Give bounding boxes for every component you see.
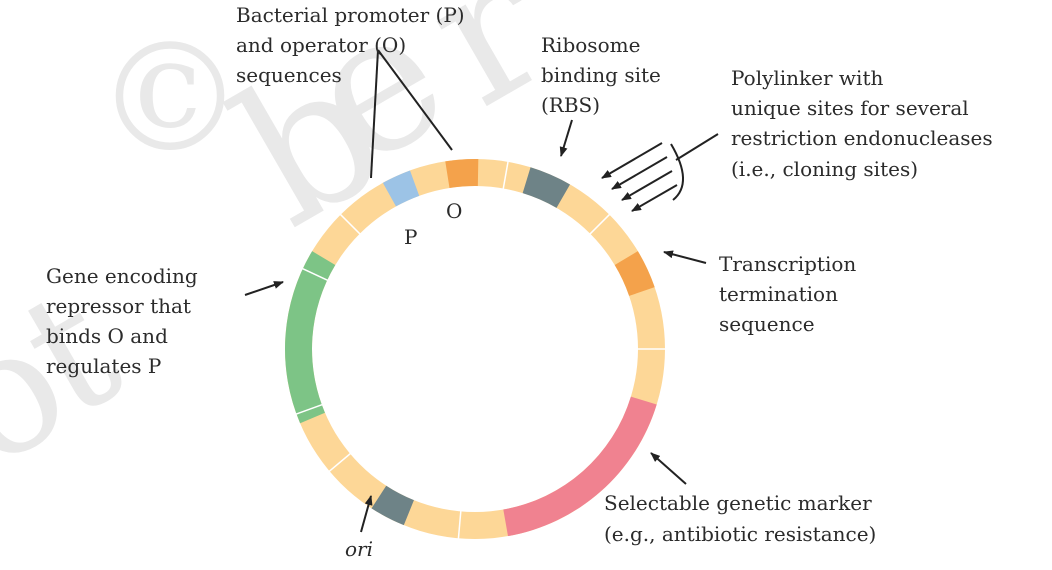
operator-segment — [445, 159, 479, 189]
polylinker-leader-line — [675, 133, 719, 161]
promoter-segment — [382, 170, 420, 207]
operator-leader-line — [377, 49, 453, 151]
p-short-label: P — [404, 225, 417, 249]
segment-separator — [328, 452, 352, 473]
rbs-label: Ribosome binding site (RBS) — [541, 33, 667, 117]
repressor-arrow — [244, 281, 284, 296]
ori-segment — [371, 485, 414, 526]
segment-separator — [502, 160, 509, 190]
polylinker-arrow — [631, 184, 678, 212]
ori-label: ori — [345, 537, 373, 561]
terminator-segment — [614, 251, 655, 296]
polylinker-arrow — [601, 142, 663, 179]
o-short-label: O — [446, 199, 462, 223]
watermark-letter: © — [95, 12, 245, 186]
polylinker-arrow — [611, 156, 668, 190]
repressor-gene-segment — [285, 251, 336, 424]
terminator-arrow — [663, 250, 707, 264]
segment-separator — [589, 213, 611, 235]
selectable-marker-segment — [503, 396, 657, 537]
leader-lines — [244, 49, 719, 533]
selectable-marker-label: Selectable genetic marker (e.g., antibio… — [604, 491, 878, 546]
rbs-segment — [522, 167, 570, 208]
segment-separator — [301, 267, 329, 282]
promoter-leader-line — [370, 49, 379, 179]
ori-arrow — [360, 495, 373, 533]
labels: Bacterial promoter (P) and operator (O) … — [46, 3, 999, 561]
promoter-operator-label: Bacterial promoter (P) and operator (O) … — [236, 3, 471, 87]
plasmid-ring — [285, 159, 666, 540]
segment-separator — [339, 213, 361, 235]
marker-arrow — [650, 452, 687, 485]
polylinker-label: Polylinker with unique sites for several… — [731, 66, 999, 181]
terminator-label: Transcription termination sequence — [719, 252, 863, 336]
segment-separator — [457, 510, 462, 540]
polylinker-bracket — [670, 143, 684, 201]
polylinker-arrow — [621, 170, 673, 201]
segment-separator — [295, 403, 324, 416]
repressor-gene-label: Gene encoding repressor that binds O and… — [46, 264, 204, 378]
rbs-arrow — [559, 119, 573, 157]
